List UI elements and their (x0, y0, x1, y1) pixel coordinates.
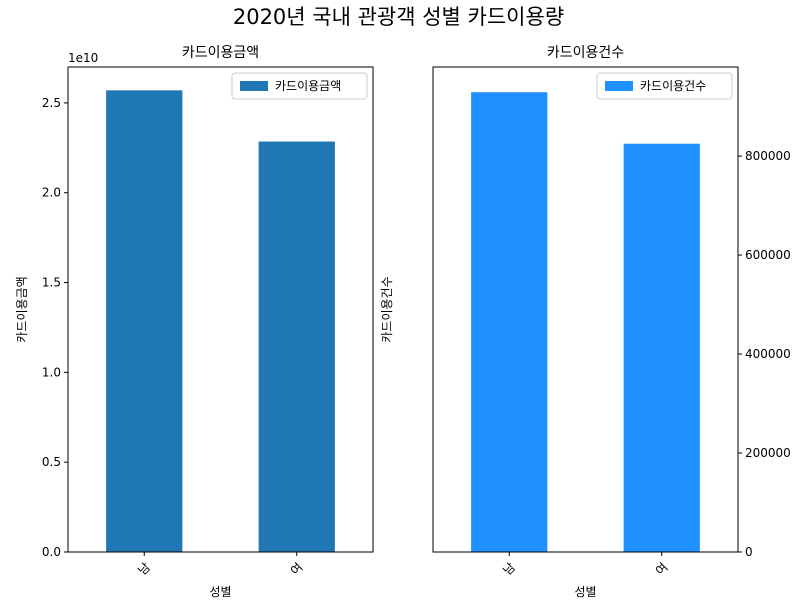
plot-frame (432, 66, 739, 553)
y-tick-label: 600000 (745, 248, 791, 262)
x-axis-label: 성별 (574, 585, 596, 599)
y-axis-label: 카드이용금액 (15, 276, 29, 342)
axis-offset-text: 1e10 (68, 51, 98, 65)
legend-box (596, 72, 733, 100)
plot-frame (67, 66, 374, 553)
chart-title: 카드이용건수 (547, 45, 624, 61)
legend-swatch (240, 81, 268, 91)
bar-남 (471, 92, 548, 552)
legend: 카드이용건수 (596, 72, 733, 100)
x-tick-label: 남 (135, 560, 153, 578)
chart-title: 카드이용금액 (182, 45, 259, 61)
bar-여 (623, 143, 700, 553)
legend-label: 카드이용금액 (275, 79, 341, 93)
x-axis-label: 성별 (209, 585, 231, 599)
y-tick-label: 0.0 (42, 545, 61, 559)
x-tick-label: 여 (288, 560, 306, 578)
legend: 카드이용금액 (231, 72, 368, 100)
bar-여 (258, 141, 335, 552)
y-tick-label: 1.0 (42, 365, 61, 379)
legend-label: 카드이용건수 (640, 79, 706, 93)
x-tick-label: 여 (653, 560, 671, 578)
x-tick-label: 남 (500, 560, 518, 578)
figure-title: 2020년 국내 관광객 성별 카드이용량 (233, 5, 564, 29)
y-tick-label: 200000 (745, 446, 791, 460)
y-axis-label: 카드이용건수 (380, 276, 394, 342)
legend-box (231, 72, 368, 100)
y-tick-label: 400000 (745, 347, 791, 361)
legend-swatch (605, 81, 633, 91)
y-tick-label: 2.5 (42, 96, 61, 110)
y-tick-label: 800000 (745, 149, 791, 163)
y-tick-label: 0.5 (42, 455, 61, 469)
y-tick-label: 0 (745, 545, 753, 559)
y-tick-label: 1.5 (42, 276, 61, 290)
bar-남 (106, 90, 183, 552)
y-tick-label: 2.0 (42, 186, 61, 200)
